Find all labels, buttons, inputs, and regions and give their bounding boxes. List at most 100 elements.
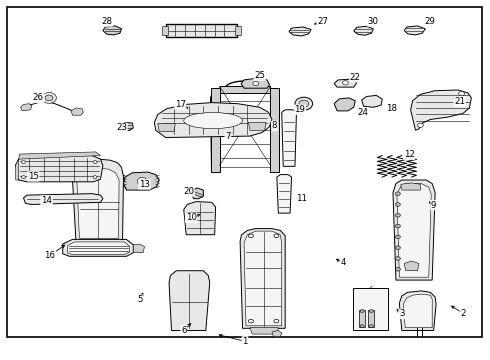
Polygon shape: [270, 88, 279, 172]
Polygon shape: [73, 159, 123, 241]
Text: 9: 9: [431, 201, 436, 210]
Polygon shape: [154, 103, 272, 138]
Circle shape: [140, 180, 144, 183]
Bar: [162, 26, 168, 35]
Circle shape: [395, 192, 400, 195]
Circle shape: [459, 91, 465, 96]
Text: 7: 7: [225, 132, 231, 141]
Text: 14: 14: [41, 196, 52, 205]
Polygon shape: [191, 188, 203, 199]
Bar: [235, 26, 241, 35]
Polygon shape: [158, 123, 175, 131]
Polygon shape: [71, 108, 83, 115]
Text: 24: 24: [357, 108, 368, 117]
Text: 17: 17: [175, 100, 186, 109]
Circle shape: [274, 234, 279, 238]
Text: 12: 12: [404, 150, 415, 159]
Text: 19: 19: [294, 105, 305, 114]
Polygon shape: [184, 202, 216, 235]
Text: 1: 1: [242, 337, 248, 346]
Circle shape: [395, 257, 400, 260]
Circle shape: [395, 267, 400, 271]
Text: 22: 22: [350, 73, 361, 82]
Text: 3: 3: [399, 309, 405, 318]
Text: 27: 27: [317, 17, 328, 26]
Bar: [359, 310, 365, 327]
Text: 2: 2: [460, 309, 466, 318]
Circle shape: [343, 81, 348, 85]
Bar: [368, 310, 374, 327]
Polygon shape: [16, 159, 19, 180]
Polygon shape: [103, 26, 122, 35]
Polygon shape: [24, 194, 103, 204]
Circle shape: [22, 161, 25, 163]
Circle shape: [248, 234, 253, 238]
Text: 26: 26: [33, 94, 44, 102]
Text: 16: 16: [45, 251, 55, 260]
Circle shape: [395, 235, 400, 239]
Text: 15: 15: [28, 172, 39, 181]
Polygon shape: [397, 184, 431, 277]
Polygon shape: [244, 231, 282, 326]
Polygon shape: [277, 175, 292, 213]
Text: 6: 6: [181, 325, 187, 335]
Text: 11: 11: [296, 194, 307, 203]
Text: 10: 10: [186, 213, 196, 222]
Polygon shape: [248, 122, 266, 130]
Text: 28: 28: [101, 17, 112, 26]
Circle shape: [274, 319, 279, 323]
Polygon shape: [21, 104, 32, 111]
Text: 8: 8: [271, 122, 277, 130]
Polygon shape: [289, 27, 311, 36]
Text: 23: 23: [116, 123, 127, 132]
Polygon shape: [122, 122, 133, 130]
Text: 18: 18: [387, 104, 397, 113]
Polygon shape: [354, 26, 373, 35]
Polygon shape: [401, 183, 420, 190]
Circle shape: [369, 325, 373, 328]
Polygon shape: [272, 330, 282, 337]
Text: 4: 4: [340, 258, 346, 267]
Polygon shape: [403, 294, 432, 328]
Polygon shape: [220, 86, 270, 93]
Polygon shape: [250, 328, 278, 334]
Polygon shape: [393, 180, 435, 280]
Polygon shape: [404, 261, 419, 271]
Text: 13: 13: [139, 180, 150, 189]
Circle shape: [137, 177, 147, 185]
Polygon shape: [240, 229, 285, 328]
Circle shape: [248, 319, 253, 323]
Polygon shape: [123, 172, 159, 190]
Polygon shape: [334, 98, 355, 111]
Circle shape: [417, 123, 423, 127]
Polygon shape: [133, 244, 145, 253]
Polygon shape: [399, 291, 436, 330]
Circle shape: [253, 81, 259, 86]
Circle shape: [395, 203, 400, 206]
Polygon shape: [362, 95, 382, 107]
Circle shape: [45, 95, 53, 101]
Text: 29: 29: [425, 17, 436, 26]
Circle shape: [369, 310, 373, 312]
Bar: [166, 24, 237, 37]
Text: 21: 21: [454, 97, 465, 106]
Circle shape: [22, 176, 25, 179]
Circle shape: [42, 93, 56, 103]
Polygon shape: [404, 26, 425, 35]
Polygon shape: [211, 88, 220, 172]
Polygon shape: [411, 90, 471, 130]
Polygon shape: [282, 110, 296, 166]
Polygon shape: [334, 79, 357, 87]
Polygon shape: [68, 242, 129, 255]
Polygon shape: [19, 152, 100, 159]
Polygon shape: [16, 156, 103, 182]
Circle shape: [93, 176, 97, 179]
Bar: [353, 288, 388, 330]
Circle shape: [395, 213, 400, 217]
Circle shape: [360, 325, 364, 328]
Circle shape: [299, 100, 309, 107]
Polygon shape: [241, 78, 270, 88]
Text: 30: 30: [368, 17, 379, 26]
Polygon shape: [63, 239, 133, 256]
Circle shape: [360, 310, 364, 312]
